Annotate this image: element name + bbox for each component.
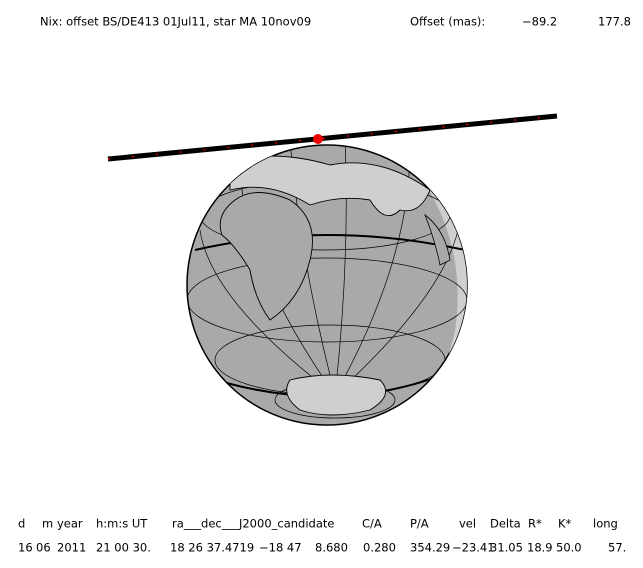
column-header: year [57, 517, 83, 531]
cell: −23.41 [452, 541, 495, 555]
cell: 18 26 37.4719 [170, 541, 254, 555]
offset-value: 177.8 [598, 15, 631, 29]
cell: 0.280 [363, 541, 396, 555]
cell: 8.680 [315, 541, 348, 555]
column-header: m [42, 517, 53, 531]
column-header: vel [459, 517, 476, 531]
globe [186, 144, 468, 426]
column-header: C/A [362, 517, 382, 531]
cell: 31.05 [490, 541, 523, 555]
column-header: P/A [410, 517, 429, 531]
cell: 354.29 [410, 541, 450, 555]
cell: 16 [18, 541, 33, 555]
cell: −18 47 [259, 541, 302, 555]
cell: 21 00 30. [96, 541, 151, 555]
table-row: 16 06 2011 21 00 30. 18 26 37.4719 −18 4… [18, 541, 626, 555]
column-header: d [18, 517, 25, 531]
offset-label: Offset (mas): [410, 15, 485, 29]
cell: 18.9 [527, 541, 553, 555]
map-title: Nix: offset BS/DE413 01Jul11, star MA 10… [40, 15, 311, 29]
column-header: K* [558, 517, 572, 531]
cell: 57. [608, 541, 626, 555]
cell: 50.0 [556, 541, 582, 555]
table-header: d m year h:m:s UT ra___dec___J2000_candi… [18, 517, 618, 531]
offset-value: −89.2 [522, 15, 557, 29]
cell: 06 [36, 541, 51, 555]
shadow-path [107, 113, 558, 162]
column-header: h:m:s UT [96, 517, 148, 531]
column-header: R* [528, 517, 542, 531]
column-header: long [593, 517, 618, 531]
column-header: ra___dec___J2000_candidate [172, 517, 334, 531]
column-header: Delta [490, 517, 521, 531]
cell: 2011 [57, 541, 86, 555]
